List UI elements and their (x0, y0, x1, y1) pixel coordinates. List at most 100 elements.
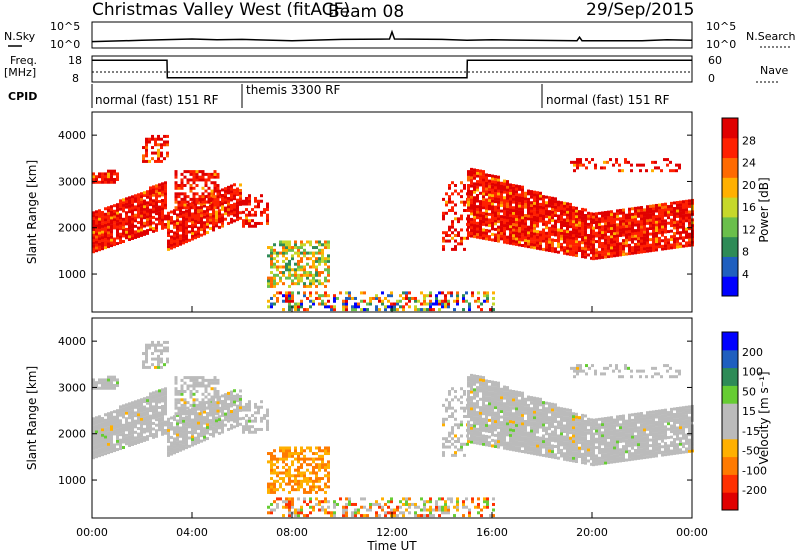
power-cell (482, 203, 485, 207)
power-cell (679, 203, 682, 207)
velocity-cell (476, 416, 479, 420)
power-cell (476, 210, 479, 214)
velocity-cell (143, 405, 146, 409)
power-cell (441, 299, 444, 303)
velocity-cell (601, 461, 604, 465)
velocity-cell (497, 423, 500, 427)
power-cell (625, 213, 628, 217)
velocity-cell (203, 418, 206, 422)
power-cell (646, 219, 649, 223)
power-cell (463, 184, 466, 187)
power-cell (509, 227, 512, 231)
velocity-cell (266, 425, 269, 429)
velocity-cell (203, 430, 206, 433)
power-cell (488, 174, 491, 177)
velocity-cell (233, 403, 236, 407)
velocity-cell (192, 392, 196, 396)
power-cell (163, 140, 166, 144)
power-cell (122, 226, 125, 230)
power-cell (479, 230, 482, 234)
velocity-cell (515, 418, 518, 422)
velocity-cell (476, 419, 479, 423)
velocity-cell (536, 400, 539, 403)
power-cell (652, 237, 655, 241)
power-cell (107, 180, 110, 184)
power-cell (637, 220, 640, 224)
velocity-cell (442, 442, 445, 446)
power-cell (92, 219, 95, 223)
power-cell (631, 223, 634, 227)
power-cell (197, 212, 200, 216)
velocity-cell (191, 429, 194, 433)
velocity-cell (128, 405, 131, 409)
velocity-cell (294, 477, 297, 481)
power-cell (685, 199, 688, 203)
power-cell (652, 240, 655, 244)
power-cell (273, 262, 276, 266)
velocity-cell (551, 452, 554, 456)
velocity-cell (595, 429, 598, 433)
power-cell (527, 206, 530, 210)
velocity-cell (512, 403, 515, 407)
power-cell (628, 246, 631, 250)
power-cell (482, 231, 485, 235)
power-cell (216, 203, 220, 207)
velocity-cell (324, 449, 327, 453)
power-cell (536, 199, 539, 203)
velocity-cell (509, 392, 512, 396)
velocity-cell (503, 388, 506, 392)
power-cell (500, 198, 503, 202)
power-cell (230, 195, 233, 199)
power-cell (267, 246, 270, 250)
power-cell (542, 220, 545, 224)
velocity-cell (584, 456, 587, 460)
power-cell (369, 299, 372, 303)
velocity-cell (176, 413, 179, 417)
power-cell (485, 187, 488, 191)
power-cell (539, 202, 542, 206)
velocity-cell (182, 433, 185, 437)
velocity-cell (572, 456, 575, 460)
velocity-cell (107, 448, 110, 452)
velocity-cell (451, 431, 454, 435)
power-cell (477, 291, 480, 295)
power-cell (572, 209, 575, 212)
power-cell (224, 212, 227, 216)
velocity-cell (521, 400, 524, 403)
power-cell (312, 246, 315, 250)
velocity-cell (233, 414, 236, 418)
velocity-cell (180, 398, 184, 402)
velocity-cell (230, 404, 233, 408)
power-cell (273, 282, 276, 286)
power-cell (201, 186, 205, 190)
power-cell (634, 248, 637, 252)
velocity-cell (315, 457, 318, 461)
power-cell (145, 137, 148, 141)
power-cell (116, 233, 119, 237)
velocity-cell (485, 390, 488, 394)
velocity-cell (448, 401, 451, 405)
power-cell (506, 224, 509, 228)
power-cell (200, 225, 203, 229)
velocity-cell (512, 395, 515, 399)
power-cell (473, 204, 476, 208)
power-cell (164, 200, 167, 204)
velocity-cell (104, 441, 107, 445)
velocity-cell (584, 439, 587, 443)
power-cell (637, 239, 640, 243)
power-cell (554, 205, 557, 209)
power-cell (509, 219, 512, 223)
velocity-cell (146, 426, 149, 430)
power-cell (479, 225, 482, 229)
power-cell (515, 190, 518, 194)
power-cell (658, 217, 661, 221)
power-cell (497, 234, 500, 237)
velocity-cell (212, 431, 215, 435)
velocity-cell (227, 394, 230, 398)
power-cell (291, 254, 294, 258)
power-cell (497, 225, 500, 229)
power-cell (613, 215, 616, 219)
velocity-cell (530, 437, 533, 441)
velocity-cell (213, 390, 217, 393)
velocity-cell (282, 477, 285, 481)
